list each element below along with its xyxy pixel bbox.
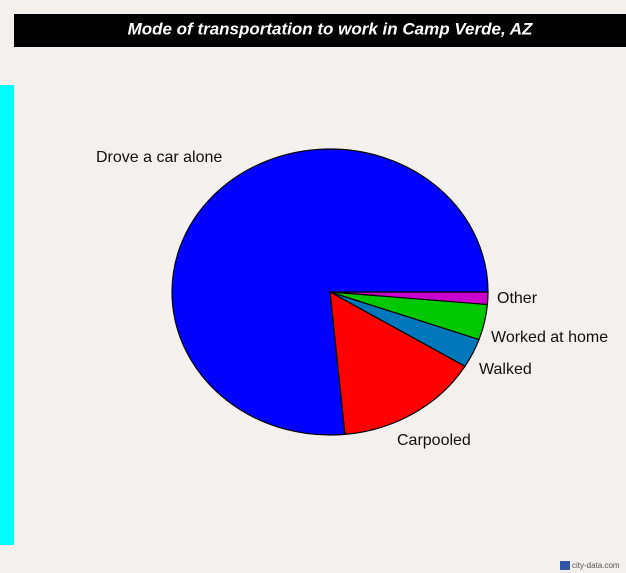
watermark-icon bbox=[560, 561, 570, 570]
side-bar bbox=[0, 85, 14, 545]
pie bbox=[171, 148, 489, 436]
slice-label: Worked at home bbox=[491, 329, 608, 346]
slice-label: Carpooled bbox=[397, 432, 471, 449]
watermark: city-data.com bbox=[572, 561, 620, 570]
slice-label: Other bbox=[497, 290, 538, 307]
pie-slice bbox=[171, 148, 489, 436]
slice-label: Drove a car alone bbox=[96, 149, 222, 166]
chart-title: Mode of transportation to work in Camp V… bbox=[128, 19, 533, 38]
title-bar bbox=[14, 14, 626, 47]
slice-label: Walked bbox=[479, 361, 532, 378]
pie-slice bbox=[329, 290, 466, 436]
